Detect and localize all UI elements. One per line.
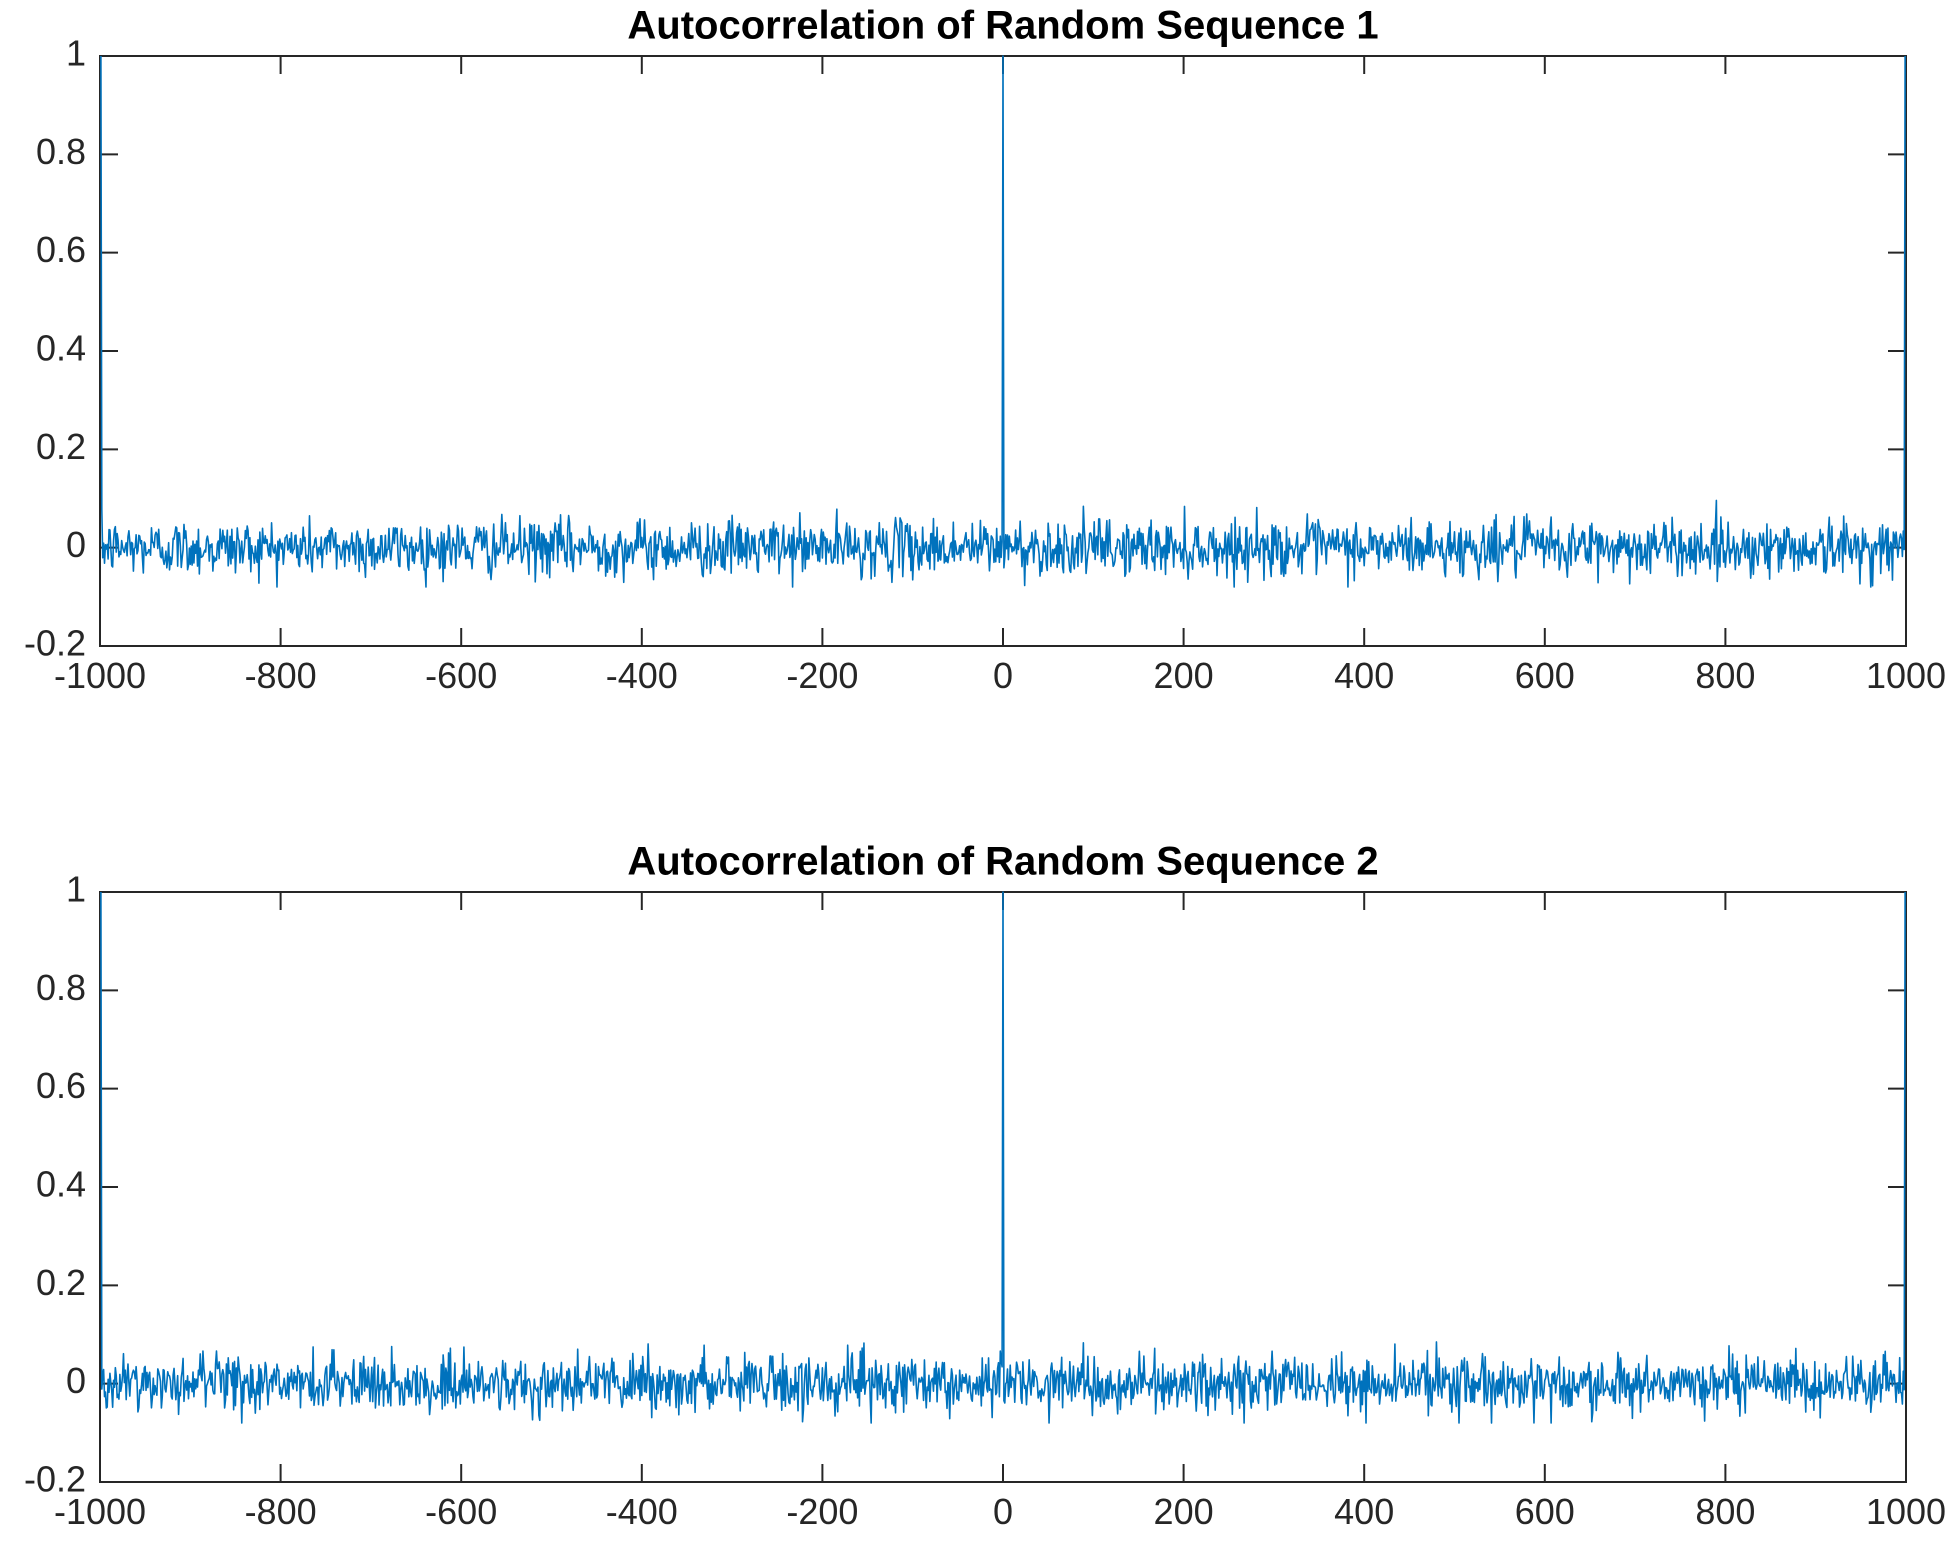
x-tick-label: 400 [1334, 1491, 1394, 1532]
y-tick-label: 0.6 [36, 1065, 86, 1106]
x-tick-label: -800 [245, 655, 317, 696]
x-tick-label: 600 [1515, 655, 1575, 696]
x-tick-label: -800 [245, 1491, 317, 1532]
x-tick-label: -1000 [54, 1491, 146, 1532]
y-tick-label: 1 [66, 869, 86, 910]
chart-panel-1: Autocorrelation of Random Sequence 1 -100… [24, 4, 1946, 696]
x-tick-label: 400 [1334, 655, 1394, 696]
y-tick-label: 0 [66, 524, 86, 565]
x-tick-label: -200 [786, 655, 858, 696]
x-tick-label: -400 [606, 1491, 678, 1532]
y-tick-label: -0.2 [24, 1459, 86, 1500]
y-tick-label: 0 [66, 1360, 86, 1401]
x-tick-label: -600 [425, 655, 497, 696]
series-line [100, 891, 1906, 1424]
x-tick-label: 200 [1154, 1491, 1214, 1532]
x-tick-label: 0 [993, 1491, 1013, 1532]
x-tick-label: 1000 [1866, 1491, 1946, 1532]
x-tick-label: 0 [993, 655, 1013, 696]
x-tick-label: -200 [786, 1491, 858, 1532]
y-tick-label: 0.4 [36, 328, 86, 369]
x-tick-label: 800 [1695, 655, 1755, 696]
y-tick-label: -0.2 [24, 623, 86, 664]
y-tick-label: 0.4 [36, 1164, 86, 1205]
y-tick-label: 0.8 [36, 967, 86, 1008]
chart-title: Autocorrelation of Random Sequence 1 [627, 4, 1378, 48]
x-tick-label: 800 [1695, 1491, 1755, 1532]
chart-panel-2: Autocorrelation of Random Sequence 2 -100… [24, 840, 1946, 1532]
x-tick-label: -1000 [54, 655, 146, 696]
series-line [100, 55, 1906, 588]
y-tick-label: 0.6 [36, 229, 86, 270]
x-tick-label: 1000 [1866, 655, 1946, 696]
chart-title: Autocorrelation of Random Sequence 2 [627, 840, 1378, 884]
y-tick-label: 0.2 [36, 426, 86, 467]
x-tick-label: -400 [606, 655, 678, 696]
x-tick-label: 600 [1515, 1491, 1575, 1532]
y-tick-label: 0.8 [36, 131, 86, 172]
y-tick-label: 1 [66, 33, 86, 74]
x-tick-label: -600 [425, 1491, 497, 1532]
y-tick-label: 0.2 [36, 1262, 86, 1303]
x-tick-label: 200 [1154, 655, 1214, 696]
